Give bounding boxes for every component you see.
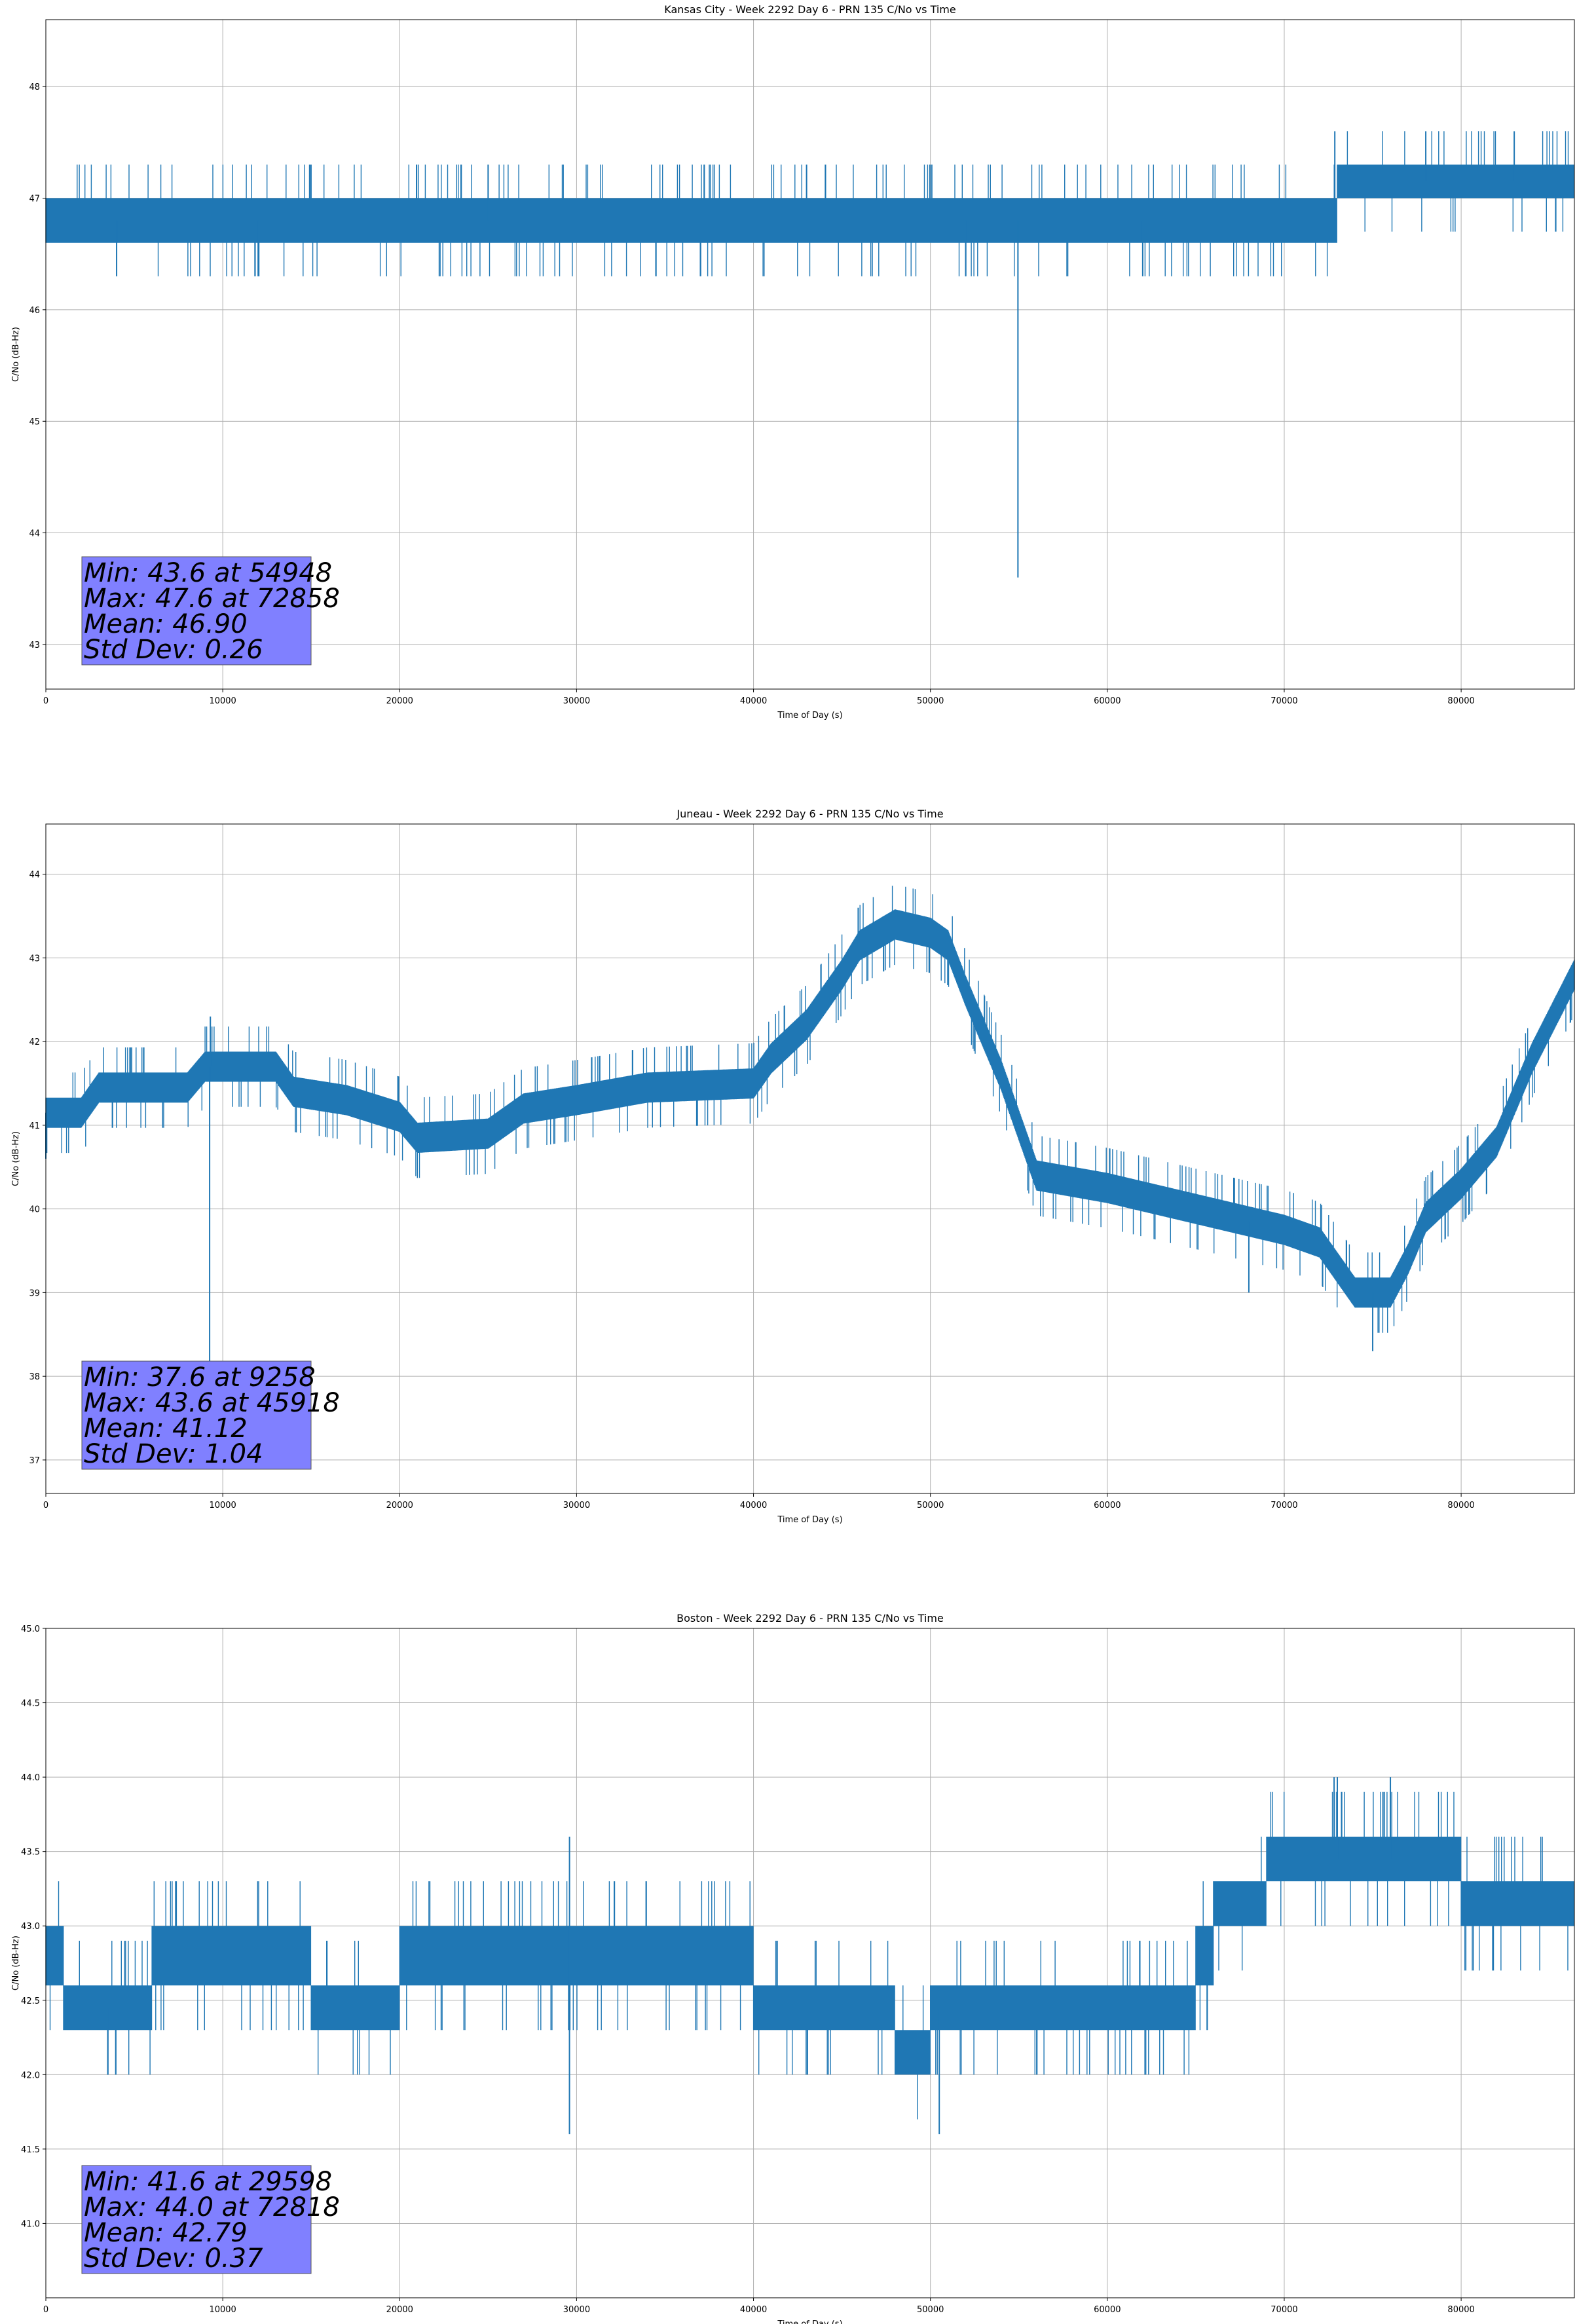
y-tick-label: 41.5 (21, 2145, 40, 2155)
y-tick-label: 43.0 (21, 1922, 40, 1932)
chart-panel-2: 0 10000 20000 30000 40000 50000 60000 70000 8000… (11, 1612, 1575, 2324)
y-tick-label: 37 (29, 1456, 40, 1466)
x-tick-label: 70000 (1271, 1501, 1297, 1510)
chart-panel-1: 0 10000 20000 30000 40000 50000 60000 70000 8000… (11, 808, 1575, 1525)
y-tick-label: 44 (29, 871, 40, 880)
stats-line: Min: 43.6 at 54948 (84, 558, 332, 588)
x-axis-label: Time of Day (s) (777, 711, 842, 721)
x-tick-label: 60000 (1094, 1501, 1121, 1510)
y-tick-label: 44.5 (21, 1699, 40, 1709)
y-tick-label: 40 (29, 1205, 40, 1215)
x-tick-label: 50000 (917, 2305, 944, 2315)
stats-box (81, 1360, 312, 1470)
y-tick-label: 43 (29, 641, 40, 650)
stats-line: Max: 44.0 at 72818 (84, 2192, 340, 2222)
y-tick-label: 47 (29, 195, 40, 204)
x-tick-label: 0 (43, 2305, 48, 2315)
y-tick-label: 41 (29, 1121, 40, 1131)
x-tick-label: 10000 (209, 2305, 236, 2315)
y-axis-label: C/No (dB-Hz) (11, 1131, 21, 1186)
x-tick-label: 80000 (1447, 696, 1474, 706)
y-tick-label: 45 (29, 417, 40, 427)
stats-line: Mean: 42.79 (84, 2218, 248, 2248)
chart-panel-0: 0 10000 20000 30000 40000 50000 60000 70000 8000… (11, 3, 1575, 721)
x-tick-label: 30000 (563, 2305, 590, 2315)
x-tick-label: 20000 (386, 2305, 413, 2315)
stats-line: Max: 47.6 at 72858 (84, 584, 340, 614)
stats-line: Min: 37.6 at 9258 (84, 1362, 316, 1393)
stats-line: Std Dev: 0.26 (84, 635, 263, 665)
x-tick-label: 70000 (1271, 2305, 1297, 2315)
plot-frame (45, 823, 1575, 1494)
x-tick-label: 80000 (1447, 2305, 1474, 2315)
stats-line: Max: 43.6 at 45918 (84, 1388, 340, 1418)
y-tick-label: 39 (29, 1288, 40, 1298)
x-tick-label: 40000 (740, 696, 767, 706)
y-tick-label: 44 (29, 529, 40, 539)
y-tick-label: 42.0 (21, 2071, 40, 2080)
y-tick-label: 48 (29, 83, 40, 92)
chart-title: Kansas City - Week 2292 Day 6 - PRN 135 … (664, 3, 955, 16)
x-tick-label: 10000 (209, 696, 236, 706)
x-tick-label: 0 (43, 1501, 48, 1510)
x-tick-label: 60000 (1094, 2305, 1121, 2315)
x-tick-label: 60000 (1094, 696, 1121, 706)
x-axis-label: Time of Day (s) (777, 1515, 842, 1525)
stats-line: Mean: 46.90 (84, 609, 248, 639)
y-tick-label: 45.0 (21, 1624, 40, 1634)
y-tick-label: 46 (29, 306, 40, 316)
x-tick-label: 20000 (386, 1501, 413, 1510)
y-tick-label: 43.5 (21, 1848, 40, 1858)
x-tick-label: 40000 (740, 2305, 767, 2315)
y-axis-label: C/No (dB-Hz) (11, 1936, 21, 1991)
x-tick-label: 20000 (386, 696, 413, 706)
y-tick-label: 38 (29, 1372, 40, 1382)
x-tick-label: 0 (43, 696, 48, 706)
x-tick-label: 50000 (917, 1501, 944, 1510)
y-tick-label: 43 (29, 954, 40, 964)
y-tick-label: 42.5 (21, 1996, 40, 2006)
stats-line: Std Dev: 1.04 (84, 1439, 263, 1469)
stats-line: Min: 41.6 at 29598 (84, 2167, 332, 2197)
y-tick-label: 41.0 (21, 2219, 40, 2229)
chart-title: Boston - Week 2292 Day 6 - PRN 135 C/No … (677, 1612, 944, 1624)
x-tick-label: 80000 (1447, 1501, 1474, 1510)
x-tick-label: 50000 (917, 696, 944, 706)
y-tick-label: 42 (29, 1038, 40, 1047)
x-tick-label: 30000 (563, 1501, 590, 1510)
y-tick-label: 44.0 (21, 1773, 40, 1783)
stats-line: Std Dev: 0.37 (84, 2243, 263, 2274)
y-axis-label: C/No (dB-Hz) (11, 327, 21, 382)
x-tick-label: 10000 (209, 1501, 236, 1510)
x-axis-label: Time of Day (s) (777, 2319, 842, 2324)
plot-frame (45, 1628, 1575, 2298)
x-tick-label: 30000 (563, 696, 590, 706)
x-tick-label: 40000 (740, 1501, 767, 1510)
x-tick-label: 70000 (1271, 696, 1297, 706)
stats-line: Mean: 41.12 (84, 1414, 248, 1444)
chart-title: Juneau - Week 2292 Day 6 - PRN 135 C/No … (676, 808, 943, 820)
plot-frame (45, 19, 1575, 690)
stats-box (81, 556, 312, 665)
stats-box (81, 2165, 312, 2274)
